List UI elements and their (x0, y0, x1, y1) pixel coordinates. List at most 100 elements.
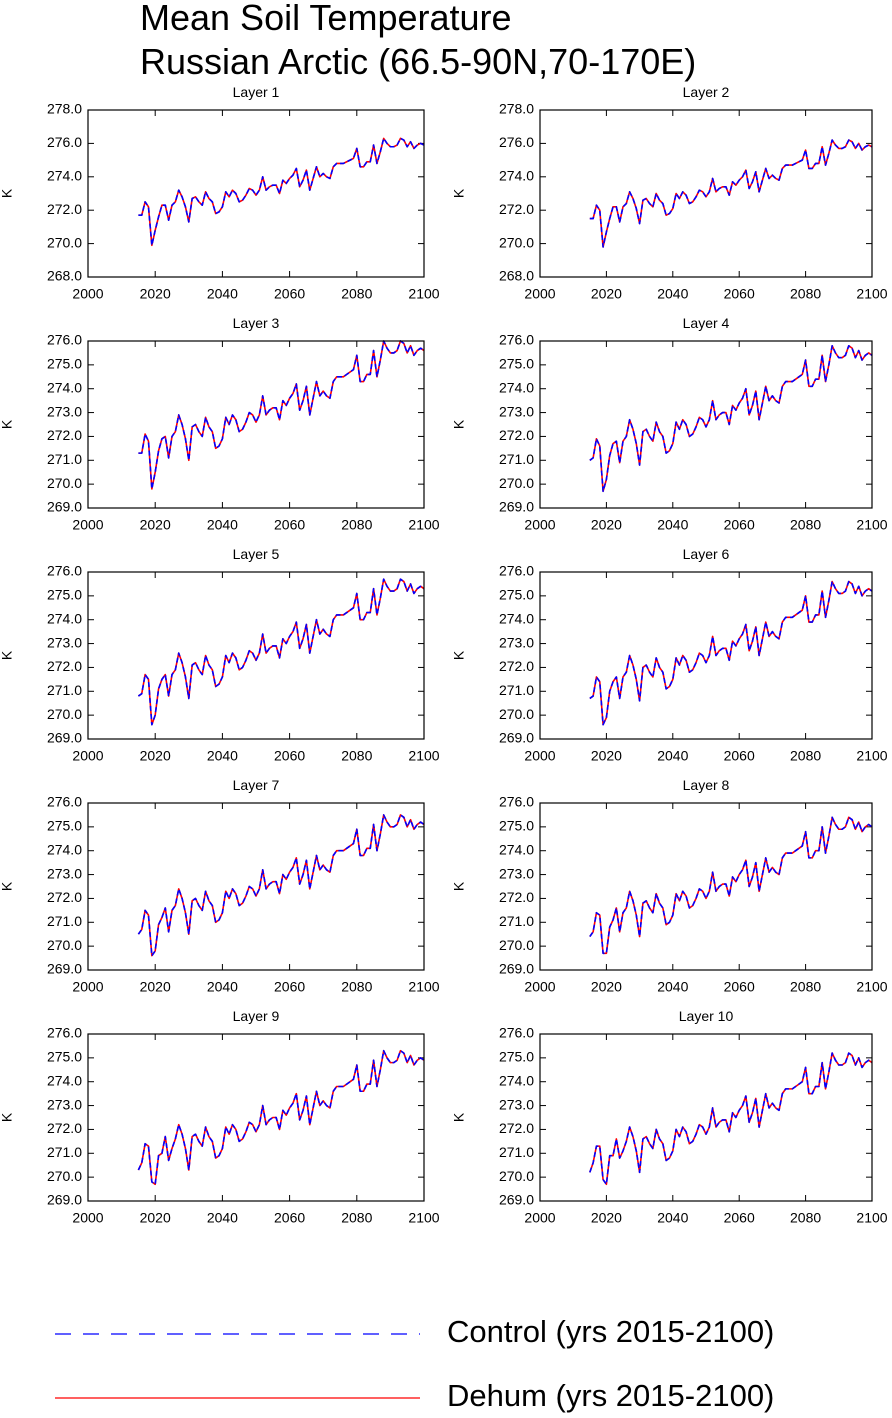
y-axis-label: K (451, 188, 467, 198)
panel-title: Layer 5 (233, 546, 280, 562)
x-tick-label: 2080 (790, 748, 821, 764)
panel: Layer 8 K 269.0 270.0 271.0 272.0 273.0 274.0 27… (451, 777, 888, 995)
panel: Layer 5 K 269.0 270.0 271.0 272.0 273.0 274.0 27… (0, 546, 440, 764)
y-tick-label: 274.0 (47, 379, 82, 395)
x-tick-label: 2060 (724, 517, 755, 533)
legend-label: Control (yrs 2015-2100) (447, 1314, 774, 1349)
y-tick-label: 269.0 (47, 730, 82, 746)
y-tick-label: 270.0 (499, 475, 534, 491)
x-tick-label: 2060 (274, 517, 305, 533)
x-tick-label: 2040 (657, 286, 688, 302)
series-line (138, 340, 425, 490)
y-axis-label: K (451, 881, 467, 891)
x-tick-label: 2080 (790, 517, 821, 533)
panel-title: Layer 4 (683, 315, 730, 331)
panel-title: Layer 2 (683, 84, 730, 100)
x-tick-label: 2100 (408, 286, 439, 302)
x-tick-label: 2100 (856, 286, 887, 302)
plot-frame (87, 109, 425, 278)
y-tick-label: 271.0 (499, 913, 534, 929)
y-tick-label: 268.0 (47, 268, 82, 284)
panel-title: Layer 6 (683, 546, 730, 562)
y-tick-label: 271.0 (499, 682, 534, 698)
y-tick-label: 271.0 (47, 451, 82, 467)
y-tick-label: 270.0 (47, 234, 82, 250)
x-tick-label: 2040 (657, 1210, 688, 1226)
series-line (137, 578, 425, 726)
y-tick-label: 275.0 (499, 587, 534, 603)
series-line (137, 814, 425, 957)
y-tick-label: 274.0 (47, 610, 82, 626)
panel-title: Layer 1 (233, 84, 280, 100)
y-tick-label: 271.0 (47, 682, 82, 698)
y-tick-label: 276.0 (499, 332, 534, 348)
y-axis-label: K (0, 650, 15, 660)
y-tick-label: 270.0 (499, 234, 534, 250)
y-axis-label: K (0, 419, 15, 429)
panel: Layer 10 K 269.0 270.0 271.0 272.0 273.0 274.0 2… (451, 1008, 888, 1226)
y-tick-label: 276.0 (499, 1025, 534, 1041)
y-tick-label: 269.0 (499, 961, 534, 977)
x-tick-label: 2000 (72, 1210, 103, 1226)
y-tick-label: 274.0 (47, 841, 82, 857)
x-tick-label: 2060 (724, 286, 755, 302)
plot-frame (539, 109, 873, 278)
x-tick-label: 2080 (341, 979, 372, 995)
plot-frame (87, 571, 425, 740)
x-tick-label: 2100 (856, 517, 887, 533)
plot-frame (539, 340, 873, 509)
x-tick-label: 2020 (591, 286, 622, 302)
x-tick-label: 2000 (72, 748, 103, 764)
x-tick-label: 2080 (341, 748, 372, 764)
y-tick-label: 273.0 (499, 865, 534, 881)
x-tick-label: 2100 (856, 979, 887, 995)
x-tick-label: 2020 (591, 517, 622, 533)
plot-frame (87, 802, 425, 971)
panel-title: Layer 3 (233, 315, 280, 331)
panel: Layer 9 K 269.0 270.0 271.0 272.0 273.0 274.0 27… (0, 1008, 440, 1226)
plot-frame (539, 802, 873, 971)
series-line (137, 578, 425, 726)
y-tick-label: 273.0 (47, 1096, 82, 1112)
x-tick-label: 2060 (274, 748, 305, 764)
panel: Layer 4 K 269.0 270.0 271.0 272.0 273.0 274.0 27… (451, 315, 888, 533)
y-tick-label: 275.0 (499, 818, 534, 834)
x-tick-label: 2000 (524, 286, 555, 302)
y-tick-label: 278.0 (499, 101, 534, 117)
figure-title: Mean Soil Temperature (140, 0, 512, 38)
y-tick-label: 275.0 (499, 1049, 534, 1065)
panel: Layer 6 K 269.0 270.0 271.0 272.0 273.0 274.0 27… (451, 546, 888, 764)
x-tick-label: 2040 (207, 748, 238, 764)
x-tick-label: 2100 (856, 748, 887, 764)
x-tick-label: 2000 (524, 979, 555, 995)
y-tick-label: 272.0 (499, 889, 534, 905)
series-line (589, 344, 873, 493)
plot-frame (539, 1033, 873, 1202)
y-tick-label: 272.0 (499, 658, 534, 674)
x-tick-label: 2020 (140, 748, 171, 764)
x-tick-label: 2080 (341, 517, 372, 533)
y-tick-label: 273.0 (499, 1096, 534, 1112)
series-line (138, 137, 425, 247)
panel-title: Layer 9 (233, 1008, 280, 1024)
x-tick-label: 2000 (524, 748, 555, 764)
y-tick-label: 269.0 (47, 961, 82, 977)
x-tick-label: 2080 (790, 1210, 821, 1226)
series-line (589, 1052, 873, 1186)
series-line (589, 1052, 873, 1186)
y-tick-label: 271.0 (499, 1144, 534, 1160)
y-axis-label: K (0, 188, 15, 198)
x-tick-label: 2000 (72, 979, 103, 995)
panel-title: Layer 10 (679, 1008, 734, 1024)
y-tick-label: 275.0 (47, 1049, 82, 1065)
x-tick-label: 2100 (856, 1210, 887, 1226)
y-tick-label: 276.0 (47, 563, 82, 579)
y-tick-label: 272.0 (499, 201, 534, 217)
y-tick-label: 273.0 (47, 403, 82, 419)
figure-subtitle: Russian Arctic (66.5-90N,70-170E) (140, 41, 696, 82)
series-line (137, 1049, 425, 1186)
x-tick-label: 2080 (341, 1210, 372, 1226)
y-tick-label: 268.0 (499, 268, 534, 284)
y-tick-label: 276.0 (47, 1025, 82, 1041)
